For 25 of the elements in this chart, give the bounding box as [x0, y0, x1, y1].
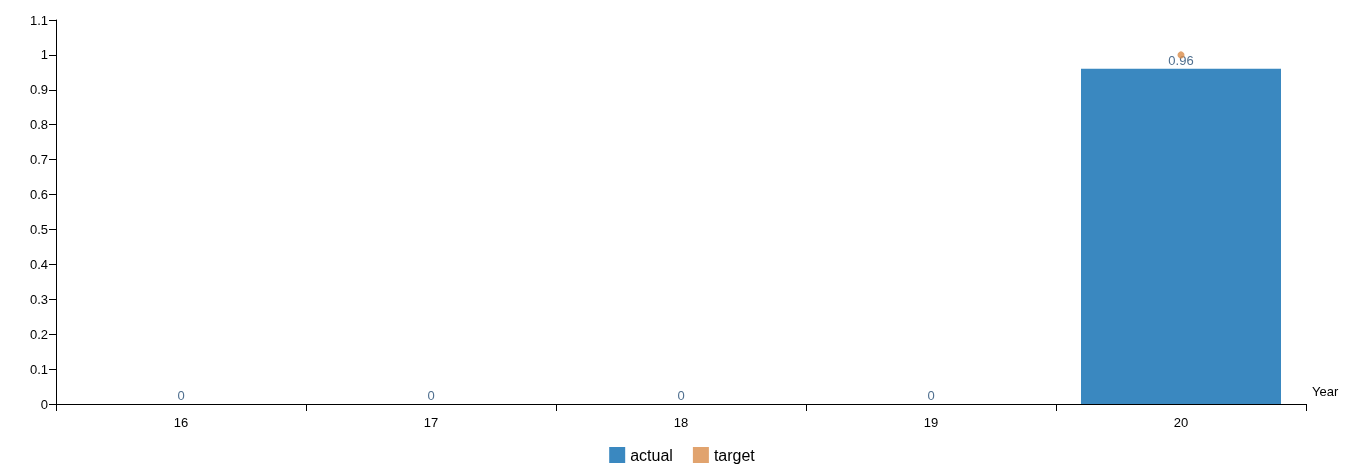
data-label: 0	[177, 388, 185, 403]
y-tick-label: 0.9	[29, 82, 48, 98]
y-tick-label: 0.6	[29, 187, 48, 203]
legend-label: actual	[630, 446, 673, 464]
y-tick-label: 0.7	[29, 152, 48, 168]
x-tick-label: 17	[423, 415, 439, 430]
x-tick-label: 16	[173, 415, 189, 430]
y-tick-label: 0	[40, 396, 48, 412]
y-tick-label: 0.8	[29, 117, 48, 133]
y-tick-label: 1.1	[29, 12, 48, 28]
data-label: 0	[927, 388, 935, 403]
x-tick-label: 19	[923, 415, 939, 430]
y-tick-label: 0.2	[29, 326, 48, 342]
x-tick-label: 20	[1173, 415, 1189, 430]
y-tick-label: 0.1	[29, 361, 48, 377]
y-tick-label: 0.3	[29, 291, 48, 307]
y-tick-label: 0.5	[29, 221, 48, 237]
data-label: 0	[427, 388, 435, 403]
x-tick-label: 18	[673, 415, 689, 430]
y-tick-label: 0.4	[29, 256, 48, 272]
data-label: 0.96	[1168, 52, 1194, 68]
data-label: 0	[677, 388, 685, 403]
legend-label: target	[713, 446, 756, 464]
x-axis-title: Year	[1312, 384, 1339, 399]
y-tick-label: 1	[40, 47, 48, 63]
